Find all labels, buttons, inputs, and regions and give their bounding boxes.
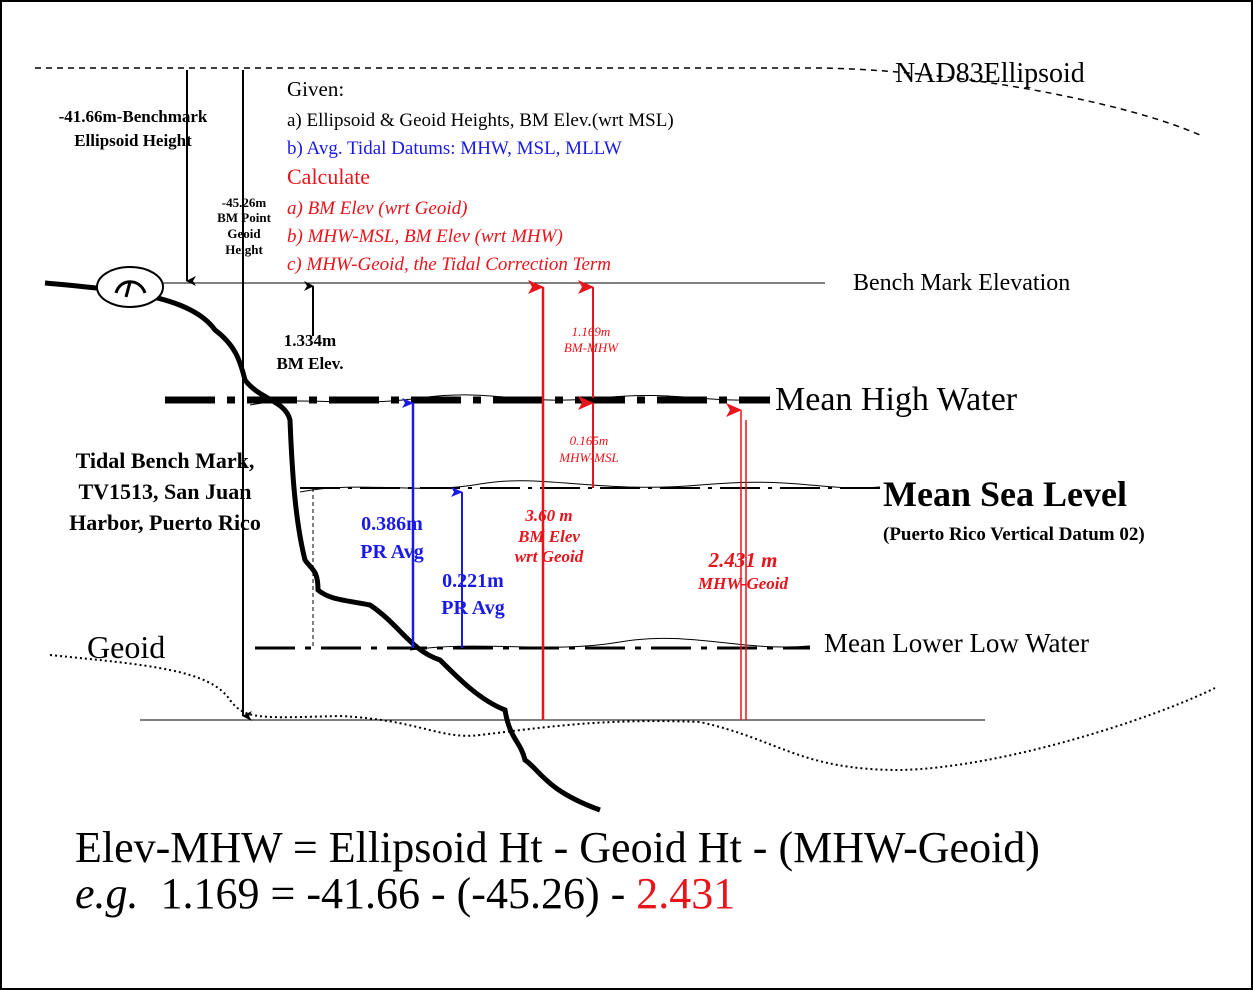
example: e.g. 1.169 = -41.66 - (-45.26) - 2.431 [75,869,735,918]
label: BM Point [217,210,271,225]
label: Ellipsoid Height [74,131,192,150]
example-term: 2.431 [636,869,735,918]
label: TV1513, San Juan [78,479,251,504]
example-prefix: e.g. [75,869,139,918]
calculate-item: c) MHW-Geoid, the Tidal Correction Term [287,254,611,275]
label: 0.386m [361,513,423,535]
label: wrt Geoid [515,547,584,566]
label: PR Avg [441,597,505,619]
label: NAD83Ellipsoid [895,58,1085,89]
label: Mean Lower Low Water [824,628,1089,658]
label: 0.165m [570,433,609,448]
label: 2.431 m [708,548,778,572]
calculate-item: b) MHW-MSL, BM Elev (wrt MHW) [287,226,563,247]
label: BM Elev [517,527,580,546]
example-body: 1.169 = -41.66 - (-45.26) - [139,869,637,918]
label: (Puerto Rico Vertical Datum 02) [883,524,1145,545]
label: 0.221m [442,570,504,592]
label: 1.169m [572,324,611,339]
label: -45.26m [222,195,267,210]
label: Mean Sea Level [883,474,1127,514]
diagram: NAD83Ellipsoid -41.66m-Benchmark Ellipso… [0,0,1253,990]
label: -41.66m-Benchmark [59,107,208,126]
label: 1.334m [284,331,336,350]
label: Harbor, Puerto Rico [69,510,261,535]
given-item: a) Ellipsoid & Geoid Heights, BM Elev.(w… [287,110,674,131]
label: PR Avg [360,541,424,563]
label: Geoid [87,629,165,665]
formula: Elev-MHW = Ellipsoid Ht - Geoid Ht - (MH… [75,823,1040,872]
label: Geoid [227,226,261,241]
label: MHW-MSL [558,450,618,465]
label: Bench Mark Elevation [853,270,1070,296]
label: 3.60 m [524,506,572,525]
label: BM Elev. [276,354,343,373]
calculate-title: Calculate [287,164,370,189]
label: MHW-Geoid [697,574,789,593]
label: Height [225,242,263,257]
label: BM-MHW [564,340,619,355]
given-item: b) Avg. Tidal Datums: MHW, MSL, MLLW [287,138,622,159]
calculate-item: a) BM Elev (wrt Geoid) [287,198,467,219]
label: Tidal Bench Mark, [76,448,255,473]
given-title: Given: [287,77,344,101]
label: Mean High Water [775,381,1018,418]
